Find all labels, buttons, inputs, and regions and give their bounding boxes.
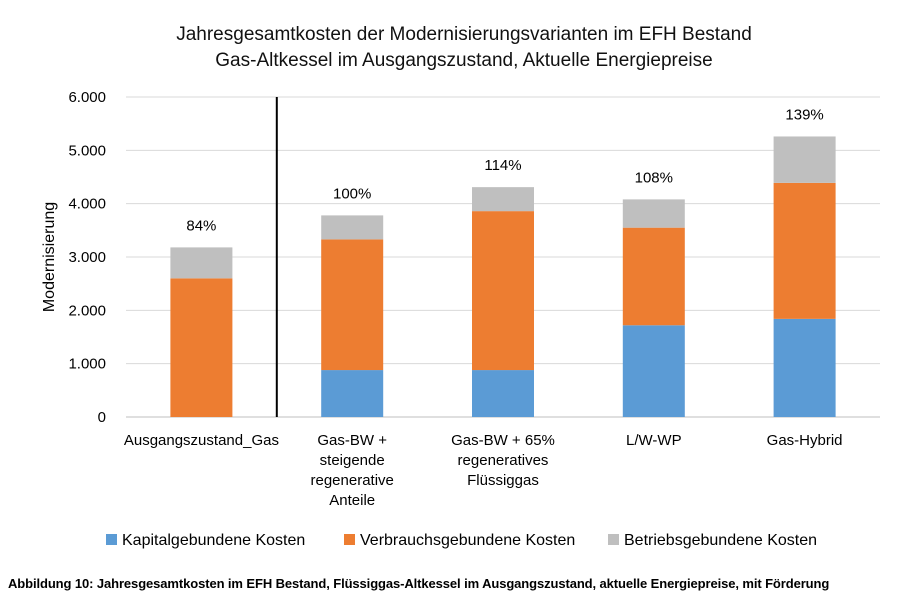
bar-segment-3 [170, 247, 233, 279]
data-label: 84% [186, 217, 216, 234]
bar-segment-2 [170, 278, 233, 417]
x-tick-label: Flüssiggas [467, 472, 539, 489]
data-label: 139% [785, 106, 823, 123]
x-tick-label: Anteile [329, 492, 375, 509]
bar-segment-1 [622, 325, 685, 417]
chart-svg: Jahresgesamtkosten der Modernisierungsva… [41, 24, 880, 549]
bar-segment-3 [773, 136, 836, 183]
legend-label: Betriebsgebundene Kosten [624, 532, 817, 549]
legend-swatch [344, 534, 355, 545]
legend-swatch [608, 534, 619, 545]
bar-segment-1 [472, 370, 534, 417]
y-tick-label: 1.000 [68, 356, 106, 373]
x-tick-label: regenerative [311, 472, 394, 489]
y-tick-label: 3.000 [68, 249, 106, 266]
y-tick-label: 5.000 [68, 142, 106, 159]
bar-segment-3 [472, 187, 534, 212]
bar-segment-2 [321, 239, 384, 371]
x-tick-label: Gas-Hybrid [767, 432, 843, 449]
bar-segment-2 [472, 211, 534, 371]
x-tick-label: Gas-BW + [317, 432, 387, 449]
x-tick-label: regeneratives [458, 452, 549, 469]
bar-segment-1 [773, 318, 836, 417]
x-tick-label: L/W-WP [626, 432, 682, 449]
chart-title-line: Jahresgesamtkosten der Modernisierungsva… [176, 24, 752, 45]
data-label: 114% [484, 157, 521, 174]
y-tick-label: 2.000 [68, 302, 106, 319]
data-label: 100% [333, 185, 371, 202]
legend-swatch [106, 534, 117, 545]
data-label: 108% [635, 169, 673, 186]
bar-segment-2 [622, 227, 685, 326]
x-tick-label: steigende [320, 452, 385, 469]
bar-segment-1 [321, 370, 384, 417]
x-tick-label: Ausgangszustand_Gas [124, 432, 279, 449]
y-axis-label: Modernisierung [41, 202, 58, 312]
y-tick-label: 0 [98, 409, 106, 426]
bar-segment-3 [622, 199, 685, 228]
x-tick-label: Gas-BW + 65% [451, 432, 555, 449]
bar-segment-3 [321, 215, 384, 240]
legend-label: Verbrauchsgebundene Kosten [360, 532, 575, 549]
y-tick-label: 4.000 [68, 196, 106, 213]
chart-title-line: Gas-Altkessel im Ausgangszustand, Aktuel… [215, 50, 712, 71]
y-tick-label: 6.000 [68, 89, 106, 106]
figure-caption: Abbildung 10: Jahresgesamtkosten im EFH … [8, 576, 830, 591]
legend-label: Kapitalgebundene Kosten [122, 532, 305, 549]
bar-segment-2 [773, 182, 836, 319]
